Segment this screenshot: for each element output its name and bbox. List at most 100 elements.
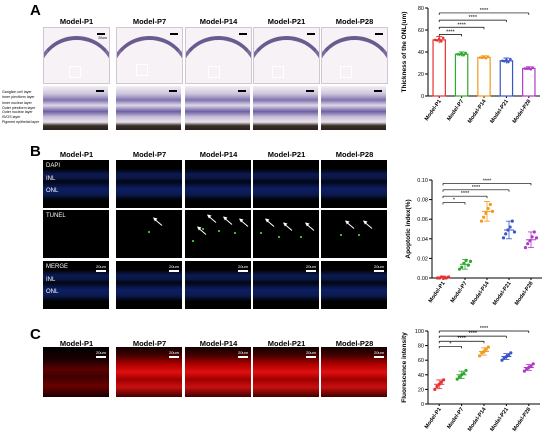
tunel-image: [253, 210, 319, 258]
scale-bar: [170, 33, 178, 35]
tunel-image: [185, 210, 251, 258]
x-tick-label: Model-P14: [467, 98, 488, 125]
y-axis-label: Apoptotic index(%): [405, 199, 412, 258]
tunel-positive-cell: [202, 228, 204, 230]
data-point: [522, 369, 526, 373]
tunel-positive-cell: [340, 234, 342, 236]
column-header: Model-P28: [335, 150, 374, 159]
data-point: [512, 230, 517, 234]
fluorescence-image: 20um: [43, 347, 109, 397]
x-tick-label: Model-P28: [512, 99, 533, 125]
data-point: [509, 57, 512, 61]
layer-label: Outer plexiform layer: [2, 105, 36, 110]
arrow-icon: [363, 221, 373, 229]
x-tick-label: Model-P7: [446, 99, 465, 122]
he-retina-layers-image: [185, 86, 250, 130]
column-header: Model-P14: [199, 150, 238, 159]
x-tick-label: Model-P21: [489, 407, 510, 433]
data-point: [527, 66, 531, 70]
column-header: Model-P7: [132, 339, 167, 348]
he-whole-eye-image: [321, 27, 388, 84]
tunel-positive-cell: [278, 236, 280, 238]
tunel-image: [321, 210, 387, 258]
he-whole-eye-image: [185, 27, 252, 84]
x-tick-label: Model-P21: [489, 99, 510, 125]
x-tick-label: Model-P1: [428, 281, 447, 304]
dapi-image: [321, 160, 387, 208]
data-point: [457, 375, 461, 379]
y-tick-label: 100: [415, 329, 424, 335]
data-point: [482, 215, 486, 219]
he-whole-eye-image: [253, 27, 320, 84]
y-tick-label: 80: [418, 6, 424, 12]
x-tick-label: Model-P7: [450, 281, 469, 304]
scale-bar: [169, 90, 177, 92]
y-tick-label: 0.02: [417, 256, 428, 262]
data-point: [460, 265, 464, 269]
column-header: Model-P28: [335, 339, 374, 348]
y-tick-label: 0: [421, 402, 424, 408]
scale-bar: [96, 90, 104, 92]
arrow-icon: [239, 219, 249, 227]
layer-label: Outer nuclear layer: [2, 110, 33, 114]
bar: [522, 67, 536, 97]
data-point: [504, 232, 508, 236]
layer-onl-label: ONL: [46, 289, 59, 295]
layer-onl-label: ONL: [46, 188, 59, 194]
y-tick-label: 0.06: [417, 217, 428, 223]
he-retina-layers-image: [321, 86, 386, 130]
data-point: [507, 60, 510, 64]
merge-image: 20um: [185, 261, 251, 309]
scale-label: 20um: [238, 350, 248, 358]
layer-inl-label: INL: [46, 176, 56, 182]
data-point: [484, 56, 488, 60]
data-point: [490, 209, 495, 213]
data-point: [534, 236, 539, 240]
significance-label: ****: [483, 178, 492, 184]
tunel-positive-cell: [300, 236, 302, 238]
data-point: [455, 377, 459, 381]
data-point: [462, 371, 466, 375]
significance-label: ****: [461, 191, 470, 197]
panel-label-b: B: [30, 143, 41, 160]
tunel-image: [116, 210, 182, 258]
layer-label: Inner plexiform layer: [2, 94, 35, 99]
bar: [499, 60, 514, 97]
region-selection-box: [69, 66, 81, 78]
scale-bar: [307, 33, 315, 35]
column-header: Model-P7: [132, 17, 167, 26]
data-point: [479, 219, 484, 223]
tunel-positive-cell: [358, 234, 360, 236]
significance-label: ****: [446, 29, 455, 35]
x-tick-label: Model-P14: [470, 280, 491, 307]
data-point: [482, 55, 486, 59]
y-tick-label: 60: [418, 28, 424, 34]
dapi-image: [253, 160, 319, 208]
data-point: [525, 67, 529, 71]
scale-label: 20um: [96, 264, 106, 272]
significance-label: ****: [469, 15, 478, 21]
dapi-image: DAPI INL ONL: [43, 160, 109, 208]
y-tick-label: 0.00: [417, 276, 428, 282]
data-point: [510, 219, 514, 223]
data-point: [439, 40, 443, 43]
data-point: [435, 384, 439, 389]
scale-bar: [374, 90, 382, 92]
scale-label: 20um: [98, 36, 107, 40]
data-point: [464, 368, 468, 373]
onl-thickness-bar-chart: 0 20 40 60 80 Thickness of the ONL(um) Model-P…: [401, 6, 540, 125]
column-header: Model-P21: [267, 150, 306, 159]
arrow-icon: [207, 215, 217, 223]
region-selection-box: [136, 64, 148, 76]
scale-label: 20um: [96, 350, 106, 358]
dapi-image: [116, 160, 182, 208]
data-point: [462, 53, 465, 57]
panel-label-a: A: [30, 2, 41, 19]
data-point: [526, 242, 530, 246]
stain-label: TUNEL: [46, 213, 66, 219]
tunel-positive-cell: [192, 240, 194, 242]
merge-image: 20um: [253, 261, 319, 309]
data-point: [480, 56, 484, 60]
tunel-positive-cell: [260, 232, 262, 234]
layer-label: Inner nuclear layer: [2, 101, 32, 105]
